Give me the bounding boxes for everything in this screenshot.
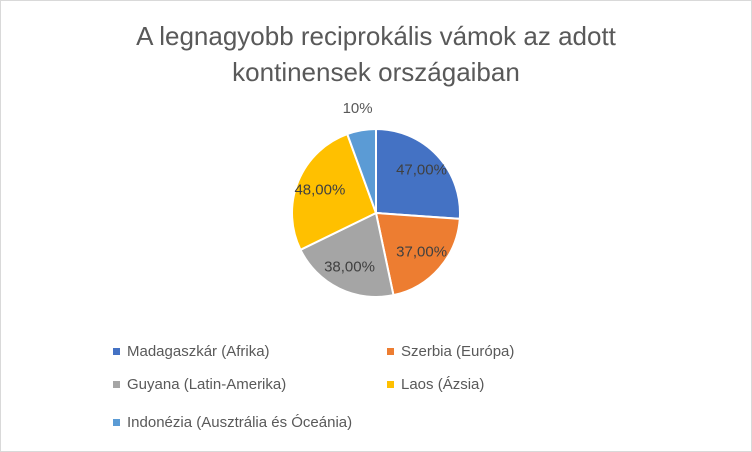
- chart-title-line-2: kontinensek országaiban: [232, 57, 520, 87]
- data-label-3: 38,00%: [324, 258, 375, 275]
- pie-slice-1: [375, 127, 461, 220]
- data-label-4: 48,00%: [294, 181, 345, 198]
- data-label-5: 10%: [343, 100, 373, 117]
- pie-slice-5: [345, 127, 377, 214]
- data-label-1: 47,00%: [396, 162, 447, 179]
- pie-slice-3: [299, 211, 395, 298]
- chart-title: A legnagyobb reciprokális vámok az adott…: [0, 18, 752, 90]
- pie-slice-4: [291, 132, 378, 252]
- pie-slice-2: [374, 211, 461, 297]
- data-label-2: 37,00%: [396, 244, 447, 261]
- chart-title-line-1: A legnagyobb reciprokális vámok az adott: [136, 21, 616, 51]
